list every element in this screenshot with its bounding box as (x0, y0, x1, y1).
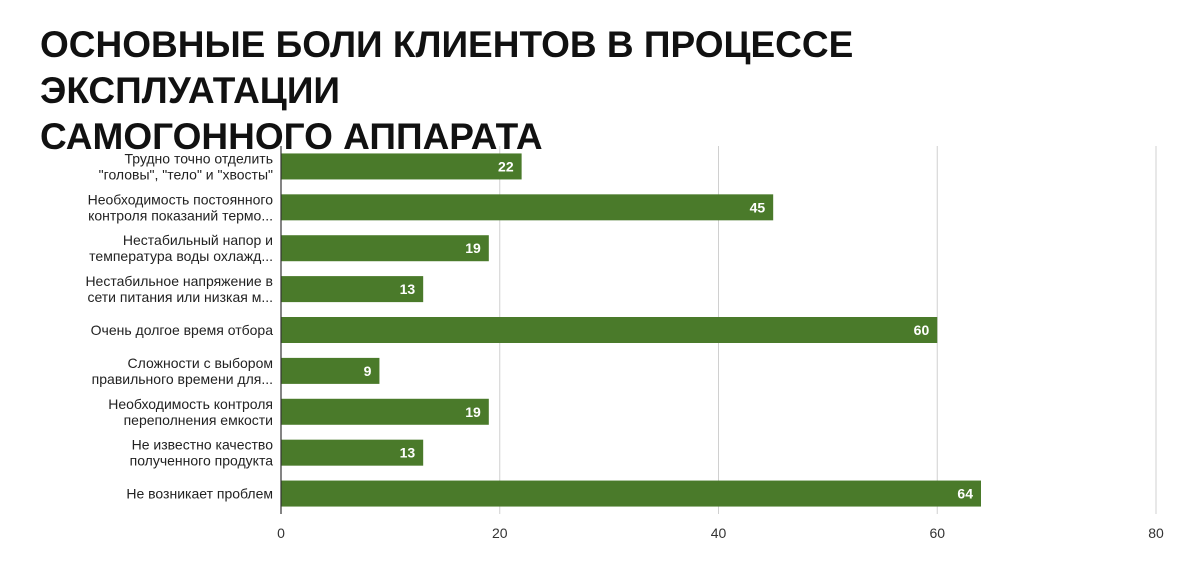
category-label: контроля показаний термо... (88, 207, 273, 223)
category-label: Не известно качество (132, 437, 274, 453)
bar-value-label: 45 (750, 199, 766, 215)
category-label: правильного времени для... (92, 371, 273, 387)
category-label: полученного продукта (130, 453, 274, 469)
bar (281, 153, 522, 180)
category-label: Необходимость постоянного (88, 191, 274, 207)
bar-value-label: 19 (465, 404, 481, 420)
x-tick-label: 20 (492, 525, 508, 541)
category-label: Не возникает проблем (126, 486, 273, 502)
bar (281, 357, 380, 384)
chart-title: ОСНОВНЫЕ БОЛИ КЛИЕНТОВ В ПРОЦЕССЕ ЭКСПЛУ… (40, 22, 1160, 160)
x-tick-label: 40 (711, 525, 727, 541)
bar-value-label: 13 (400, 281, 416, 297)
bar-value-label: 60 (914, 322, 930, 338)
bar-value-label: 13 (400, 445, 416, 461)
x-tick-label: 0 (277, 525, 285, 541)
category-label: сети питания или низкая м... (87, 289, 273, 305)
bar (281, 317, 938, 343)
bar (281, 439, 424, 466)
bar-value-label: 9 (364, 363, 372, 379)
bar-value-label: 64 (957, 486, 973, 502)
category-label: Трудно точно отделить (124, 150, 273, 166)
chart-title-line-1: ОСНОВНЫЕ БОЛИ КЛИЕНТОВ В ПРОЦЕССЕ ЭКСПЛУ… (40, 24, 854, 111)
category-label: Необходимость контроля (108, 396, 273, 412)
category-label: Очень долгое время отбора (91, 322, 274, 338)
category-label: Нестабильный напор и (123, 232, 273, 248)
x-tick-label: 60 (929, 525, 945, 541)
bar (281, 398, 489, 425)
bar (281, 480, 981, 507)
category-label: температура воды охлажд... (89, 248, 273, 264)
bar (281, 194, 774, 221)
bar (281, 235, 489, 262)
category-label: переполнения емкости (124, 412, 273, 428)
bar-value-label: 22 (498, 158, 514, 174)
chart-title-line-2: САМОГОННОГО АППАРАТА (40, 116, 543, 157)
bar-value-label: 19 (465, 240, 481, 256)
category-label: "головы", "тело" и "хвосты" (99, 166, 273, 182)
bar (281, 276, 424, 303)
x-tick-label: 80 (1148, 525, 1164, 541)
category-label: Нестабильное напряжение в (85, 273, 273, 289)
category-label: Сложности с выбором (128, 355, 273, 371)
